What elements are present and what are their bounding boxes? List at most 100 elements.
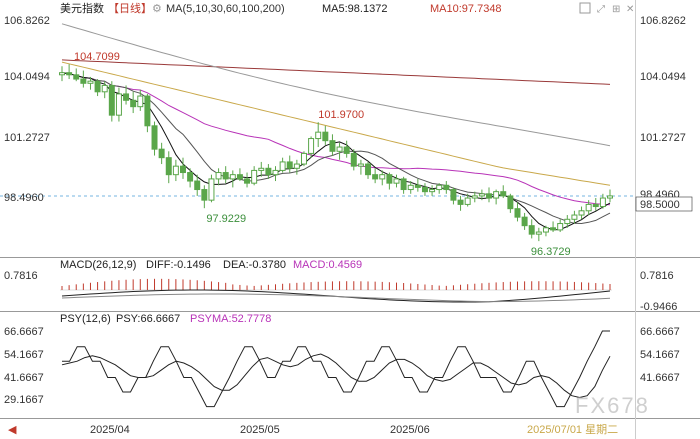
chart-type-icon[interactable]	[579, 2, 591, 14]
candle-body	[315, 131, 322, 140]
candle-body	[528, 225, 535, 235]
candle-body	[443, 184, 450, 191]
candle-body	[372, 174, 379, 180]
period-label[interactable]: 【日线】	[108, 1, 152, 15]
ma30-line	[61, 72, 611, 206]
candle-body	[222, 172, 229, 180]
price-ytick-right: 104.0494	[640, 71, 686, 83]
price-ytick-right: 101.2727	[640, 132, 686, 144]
ma60-line	[61, 61, 611, 186]
macd-ytick-left: 0.7816	[4, 270, 38, 282]
candle-body	[179, 165, 186, 174]
candle-body	[165, 157, 172, 176]
candle-body	[322, 131, 329, 142]
psy-ytick-right: 41.6667	[640, 372, 680, 384]
macd-diff: DIFF:-0.1496	[146, 259, 211, 271]
candle-body	[535, 231, 542, 235]
ma5-value: MA5:98.1372	[322, 3, 387, 15]
candle-body	[208, 178, 215, 201]
candle-body	[407, 184, 414, 191]
candle-body	[592, 203, 599, 208]
candle-body	[386, 174, 393, 184]
psyma-line	[61, 353, 611, 399]
candle-body	[144, 95, 151, 127]
candle-body	[123, 93, 130, 101]
candle-body	[464, 197, 471, 205]
psy-value: PSY:66.6667	[116, 313, 180, 325]
macd-panel	[60, 278, 612, 303]
candle-body	[137, 95, 144, 108]
macd-value: MACD:0.4569	[293, 259, 362, 271]
psyma-value: PSYMA:52.7778	[190, 313, 271, 325]
candle-body	[471, 195, 478, 199]
candle-body	[557, 223, 564, 231]
candle-body	[486, 193, 493, 199]
ma10-line	[61, 72, 611, 225]
price-annotation: 101.9700	[318, 109, 364, 121]
candle-body	[308, 138, 315, 154]
macd-dea: DEA:-0.3780	[223, 259, 286, 271]
psy-ytick-right: 66.6667	[640, 326, 680, 338]
candle-body	[87, 80, 94, 84]
macd-dea-line	[61, 293, 611, 303]
price-ytick-left: 104.0494	[4, 71, 50, 83]
candle-body	[450, 189, 457, 201]
psy-ytick-left: 29.1667	[4, 394, 44, 406]
macd-ytick-right: -0.9466	[640, 301, 677, 313]
psy-ytick-left: 66.6667	[4, 326, 44, 338]
ma-title: MA(5,10,30,60,100,200)	[166, 3, 285, 15]
candle-body	[585, 203, 592, 212]
candle-body	[564, 218, 571, 225]
candle-body	[421, 186, 428, 193]
candle-body	[158, 148, 165, 159]
candle-body	[194, 180, 201, 191]
candle-body	[130, 99, 137, 108]
candle-body	[115, 93, 122, 116]
candle-body	[229, 174, 236, 180]
candle-body	[59, 72, 65, 76]
psy-title: PSY(12,6)	[60, 313, 111, 325]
date-label: 2025/07/01 星期二	[527, 423, 618, 436]
candle-body	[343, 146, 350, 154]
psy-line	[62, 330, 610, 408]
settings-icon[interactable]: ⚙	[152, 3, 162, 15]
price-panel: 104.7099 101.9700 97.9229 96.3729	[0, 23, 636, 258]
candle-body	[350, 152, 357, 167]
macd-ytick-right: 0.7816	[640, 270, 674, 282]
candle-body	[258, 167, 265, 171]
candle-body	[80, 78, 87, 84]
candle-body	[478, 193, 485, 197]
candle-body	[94, 80, 101, 93]
candle-body	[108, 84, 115, 116]
candle-body	[514, 208, 521, 218]
candle-body	[550, 227, 557, 231]
candle-body	[578, 210, 585, 216]
candle-body	[457, 199, 464, 205]
ma100-line	[61, 23, 611, 147]
scroll-left-icon[interactable]: ◀	[8, 424, 17, 436]
candle-body	[571, 214, 578, 220]
close-icon[interactable]: ✕	[626, 4, 634, 15]
candle-body	[293, 163, 300, 169]
candle-body	[329, 140, 336, 152]
candle-body	[507, 195, 514, 210]
fullscreen-icon[interactable]: ⤢	[597, 4, 605, 15]
candle-body	[414, 184, 421, 188]
price-ytick-left: 101.2727	[4, 132, 50, 144]
price-annotation: 96.3729	[531, 246, 571, 258]
price-ytick-left: 98.4960	[4, 192, 44, 204]
expand-icon[interactable]: ⊞	[612, 4, 620, 15]
ma200-line	[61, 59, 611, 85]
candle-body	[279, 161, 286, 171]
symbol-label: 美元指数	[60, 1, 104, 15]
corner-icons: ⤢ ⊞ ✕	[579, 2, 634, 15]
candle-body	[436, 184, 443, 191]
price-annotation: 104.7099	[74, 51, 120, 63]
candle-body	[379, 174, 386, 180]
psy-ytick-right: 54.1667	[640, 349, 680, 361]
watermark: FX678	[575, 393, 650, 418]
candle-body	[429, 189, 436, 193]
candle-body	[215, 172, 222, 180]
ma10-value: MA10:97.7348	[430, 3, 502, 15]
